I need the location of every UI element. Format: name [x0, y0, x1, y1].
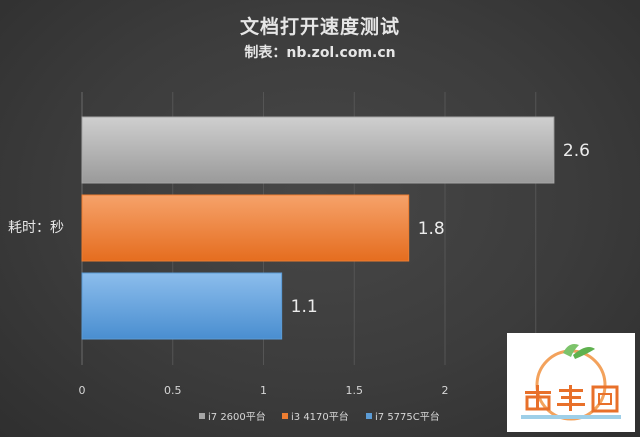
legend-swatch-3: [366, 413, 372, 419]
legend-label-3: i7 5775C平台: [375, 410, 440, 423]
bar-1: [81, 116, 555, 184]
x-tick-label: 0.5: [164, 384, 182, 397]
data-label-1: 2.6: [563, 141, 590, 161]
chart-title: 文档打开速度测试: [239, 16, 400, 38]
legend-swatch-2: [282, 413, 288, 419]
y-axis-title: 耗时：秒: [8, 220, 64, 236]
legend-label-2: i3 4170平台: [291, 410, 349, 423]
legend-swatch-1: [199, 413, 205, 419]
bar-2: [81, 194, 410, 262]
chart-subtitle: 制表：nb.zol.com.cn: [244, 45, 396, 61]
legend-label-1: i7 2600平台: [208, 410, 266, 423]
data-label-2: 1.8: [418, 219, 445, 239]
x-tick-label: 2: [442, 384, 449, 397]
x-tick-label: 1: [260, 384, 267, 397]
data-label-3: 1.1: [291, 297, 318, 317]
watermark-logo: [507, 333, 635, 432]
x-tick-label: 0: [79, 384, 86, 397]
bar-3: [81, 272, 283, 340]
x-tick-label: 1.5: [346, 384, 364, 397]
